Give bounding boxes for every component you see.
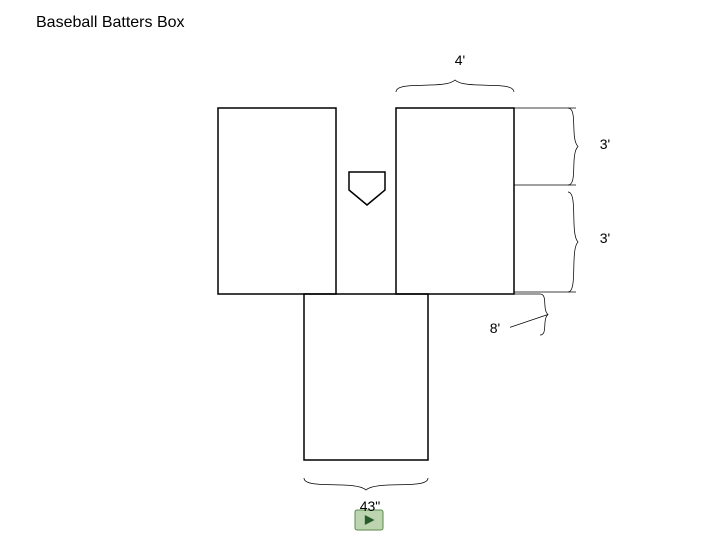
label-right-lower: 3' (590, 230, 620, 246)
diagram-svg (0, 0, 720, 540)
right-batters-box (396, 108, 514, 294)
brace-right-upper (568, 108, 578, 185)
brace-8ft (540, 294, 548, 335)
brace-bottom (304, 478, 428, 490)
left-batters-box (218, 108, 336, 294)
label-right-upper: 3' (590, 136, 620, 152)
catchers-box (304, 294, 428, 460)
label-bottom-width: 43" (350, 498, 390, 514)
home-plate (349, 172, 385, 205)
label-top-width: 4' (445, 52, 475, 68)
brace-top (396, 80, 514, 92)
brace-right-lower (568, 192, 578, 292)
label-eight-ft: 8' (480, 320, 510, 336)
leader-8ft (508, 315, 548, 329)
